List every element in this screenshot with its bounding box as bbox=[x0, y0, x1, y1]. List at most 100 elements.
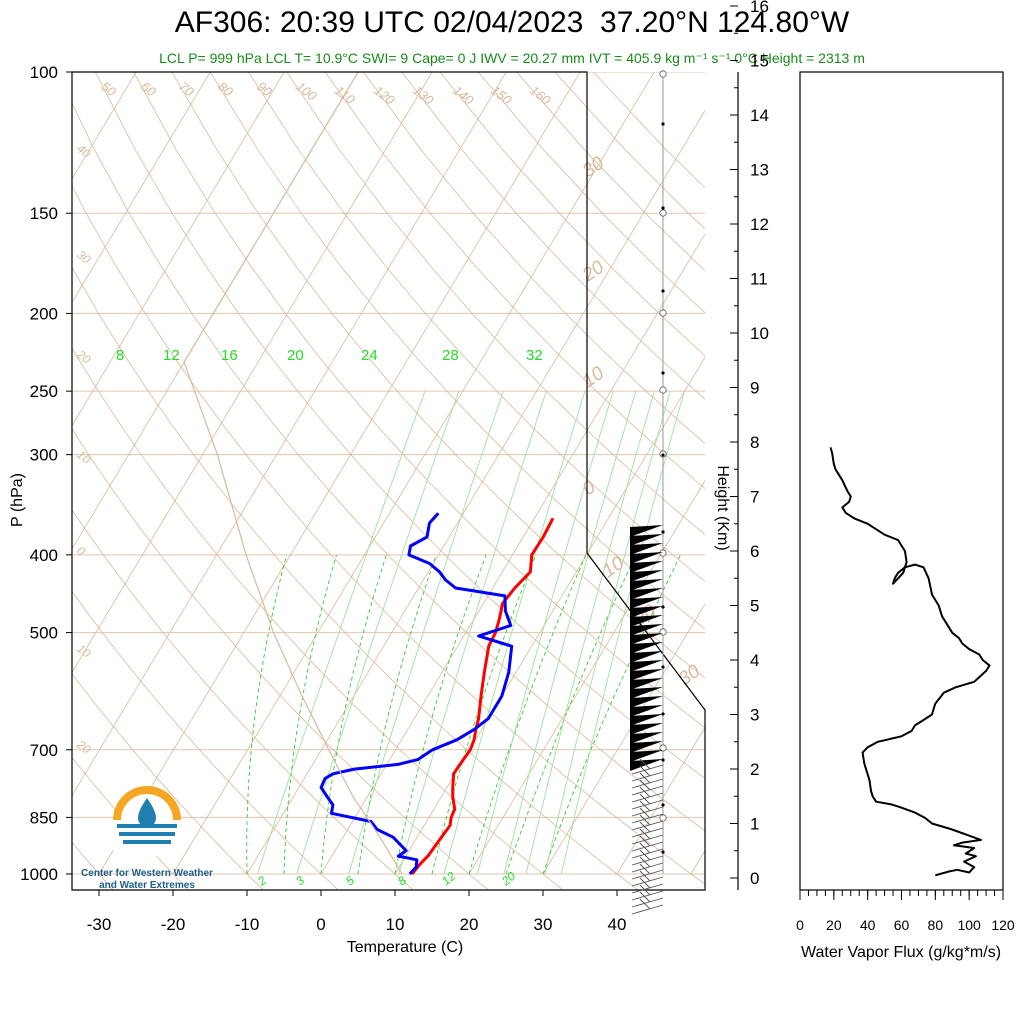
station-marker bbox=[659, 209, 667, 217]
height-tick-label: 5 bbox=[750, 597, 759, 616]
isotherm-label: 160 bbox=[527, 83, 554, 109]
data-dot bbox=[661, 665, 665, 669]
mixing-ratio-label: 24 bbox=[361, 347, 378, 364]
wind-barb-flag bbox=[630, 561, 663, 573]
mixing-ratio-label: 28 bbox=[442, 347, 459, 364]
dry-adiabat-line bbox=[94, 72, 705, 780]
moist-adiabat-label: 30 bbox=[579, 153, 609, 183]
data-dot bbox=[661, 758, 665, 762]
wind-barb-flag bbox=[630, 552, 663, 564]
dry-adiabat-line bbox=[248, 72, 705, 582]
dry-adiabat-label: 30 bbox=[74, 247, 93, 266]
mixing-ratio-label: 12 bbox=[163, 347, 180, 364]
mixing-ratio-line bbox=[503, 390, 637, 875]
data-dot bbox=[661, 122, 665, 126]
dry-adiabat-line bbox=[72, 428, 489, 890]
mixing-ratio-line bbox=[560, 390, 685, 875]
isotherm-line bbox=[246, 109, 705, 875]
isotherm-line bbox=[690, 849, 705, 875]
sounding-stats: LCL P= 999 hPa LCL T= 10.9°C SWI= 9 Cape… bbox=[159, 50, 865, 66]
temperature-tick-label: 40 bbox=[608, 915, 627, 934]
isotherm-line bbox=[172, 72, 655, 875]
wind-barb bbox=[631, 856, 664, 873]
isotherm-line bbox=[542, 603, 705, 875]
isotherm-label: 130 bbox=[410, 83, 437, 109]
dry-adiabat-line bbox=[516, 72, 705, 272]
pressure-tick-label: 250 bbox=[30, 382, 58, 401]
height-tick-label: 4 bbox=[750, 651, 759, 670]
station-marker bbox=[659, 814, 667, 822]
isotherm-label: 150 bbox=[488, 83, 515, 109]
isotherm-label: 140 bbox=[450, 83, 477, 109]
wind-barb bbox=[631, 898, 664, 915]
height-tick-label: 13 bbox=[750, 161, 769, 180]
height-tick-label: 1 bbox=[750, 815, 759, 834]
mixing-ratio-label: 3 bbox=[293, 873, 307, 888]
isotherm-label: 70 bbox=[176, 79, 197, 100]
pressure-tick-label: 500 bbox=[30, 624, 58, 643]
dry-adiabat-line bbox=[592, 72, 705, 189]
dry-adiabat-label: 20 bbox=[73, 737, 93, 757]
data-dot bbox=[661, 371, 665, 375]
pressure-tick-label: 400 bbox=[30, 546, 58, 565]
height-tick-label: 14 bbox=[750, 106, 769, 125]
temperature-line bbox=[410, 517, 555, 875]
station-marker bbox=[659, 549, 667, 557]
wind-barb-flag bbox=[630, 660, 663, 672]
flux-profile-line bbox=[829, 447, 991, 877]
dewpoint-line bbox=[319, 512, 514, 876]
chart-title: AF306: 20:39 UTC 02/04/2023 37.20°N 124.… bbox=[174, 6, 850, 39]
mixing-ratio-label: 8 bbox=[116, 347, 124, 364]
flux-axis-label: Water Vapor Flux (g/kg*m/s) bbox=[801, 944, 1001, 961]
isotherm-line bbox=[72, 72, 507, 797]
dry-adiabat-line bbox=[72, 184, 705, 885]
isotherm-label: 50 bbox=[98, 79, 119, 100]
wind-barb-flag bbox=[630, 534, 663, 546]
dry-adiabat-line bbox=[72, 266, 639, 890]
wind-barb-flag bbox=[630, 651, 663, 663]
background-lines bbox=[72, 72, 705, 890]
flux-tick-label: 120 bbox=[991, 917, 1015, 933]
moist-adiabat-line bbox=[283, 554, 337, 875]
dry-adiabat-line bbox=[363, 72, 705, 444]
wind-barb bbox=[631, 849, 664, 866]
dry-adiabat-line bbox=[439, 72, 705, 357]
mixing-ratio-label: 20 bbox=[287, 347, 304, 364]
wind-barb bbox=[631, 842, 664, 859]
plot-frame bbox=[71, 71, 706, 891]
isotherm-line bbox=[616, 726, 705, 875]
temperature-tick-label: 0 bbox=[316, 915, 325, 934]
flux-tick-label: 20 bbox=[826, 917, 842, 933]
wind-barb bbox=[631, 828, 664, 845]
dry-adiabat-line bbox=[72, 509, 414, 890]
station-marker bbox=[659, 386, 667, 394]
mixing-ratio-label: 5 bbox=[343, 873, 357, 888]
wind-barb bbox=[631, 772, 664, 789]
logo-text-line1: Center for Western Weather bbox=[81, 868, 213, 879]
moist-adiabat-label: 20 bbox=[578, 257, 609, 287]
moist-adiabat-line bbox=[246, 554, 288, 875]
mixing-ratio-line bbox=[296, 390, 460, 875]
height-tick-label: 15 bbox=[750, 52, 769, 71]
mixing-ratio-line bbox=[348, 390, 504, 875]
dry-adiabat-line bbox=[72, 673, 264, 890]
wind-barb bbox=[631, 821, 664, 838]
dry-adiabat-line bbox=[72, 347, 564, 890]
dry-adiabat-line bbox=[324, 72, 705, 490]
isotherm-line bbox=[72, 72, 137, 180]
mixing-ratio-label: 16 bbox=[221, 347, 238, 364]
wind-barb bbox=[631, 800, 664, 817]
dry-adiabat-line bbox=[286, 72, 705, 536]
isotherm-line bbox=[72, 72, 211, 304]
station-marker bbox=[659, 70, 667, 78]
moist-adiabat-line bbox=[542, 554, 681, 875]
wind-barb bbox=[631, 877, 664, 894]
moist-adiabat-line bbox=[468, 554, 587, 875]
height-tick-label: 7 bbox=[750, 488, 759, 507]
isotherm-label: 110 bbox=[332, 83, 358, 108]
flux-tick-label: 0 bbox=[796, 917, 804, 933]
data-dot bbox=[661, 206, 665, 210]
dry-adiabat-line bbox=[133, 72, 705, 729]
